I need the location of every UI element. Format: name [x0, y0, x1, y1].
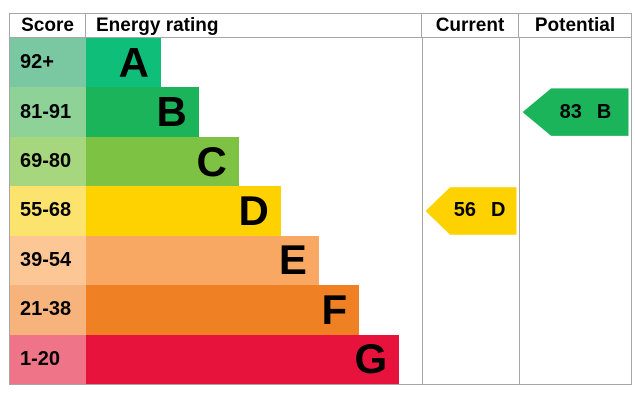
energy-rating-cell: C	[86, 136, 422, 187]
score-range-cell: 1-20	[10, 334, 86, 384]
energy-rating-bar: E	[86, 235, 319, 286]
current-cell	[422, 136, 519, 187]
score-range-cell: 92+	[10, 38, 86, 88]
energy-rating-cell: D	[86, 186, 422, 236]
current-rating-arrow-band: D	[491, 199, 506, 222]
potential-cell	[519, 186, 631, 236]
energy-rating-bar: F	[86, 285, 360, 335]
energy-rating-cell: E	[86, 235, 422, 286]
header-potential: Potential	[519, 14, 631, 38]
energy-rating-cell: F	[86, 285, 422, 335]
score-range-cell: 55-68	[10, 186, 86, 236]
energy-rating-bar: B	[86, 87, 199, 137]
potential-rating-arrow-value: 83	[559, 100, 582, 123]
potential-cell	[519, 285, 631, 335]
score-range-cell: 39-54	[10, 235, 86, 286]
current-rating-arrow: 56 D	[425, 187, 517, 235]
score-range-cell: 21-38	[10, 285, 86, 335]
potential-cell	[519, 38, 631, 88]
header-current: Current	[422, 14, 519, 38]
potential-rating-arrow-band: B	[596, 100, 612, 123]
potential-cell	[519, 334, 631, 384]
current-cell	[422, 38, 519, 88]
energy-rating-cell: B	[86, 87, 422, 137]
energy-rating-bar: D	[86, 186, 281, 236]
current-rating-arrow-value: 56	[453, 199, 477, 222]
energy-rating-cell: G	[86, 334, 422, 384]
energy-rating-bar: C	[86, 136, 239, 187]
current-cell	[422, 235, 519, 286]
current-cell: 56 D	[422, 186, 519, 236]
header-energy-rating: Energy rating	[86, 14, 422, 38]
potential-rating-arrow: 83 B	[522, 88, 629, 136]
energy-rating-cell: A	[86, 38, 422, 88]
potential-cell	[519, 136, 631, 187]
current-cell	[422, 285, 519, 335]
current-cell	[422, 334, 519, 384]
score-range-cell: 69-80	[10, 136, 86, 187]
energy-rating-bar: A	[86, 38, 161, 88]
potential-cell	[519, 235, 631, 286]
potential-cell: 83 B	[519, 87, 631, 137]
current-cell	[422, 87, 519, 137]
score-range-cell: 81-91	[10, 87, 86, 137]
header-score: Score	[10, 14, 86, 38]
energy-rating-bar: G	[86, 334, 400, 384]
epc-grid: Score Energy rating Current Potential 92…	[9, 13, 632, 385]
